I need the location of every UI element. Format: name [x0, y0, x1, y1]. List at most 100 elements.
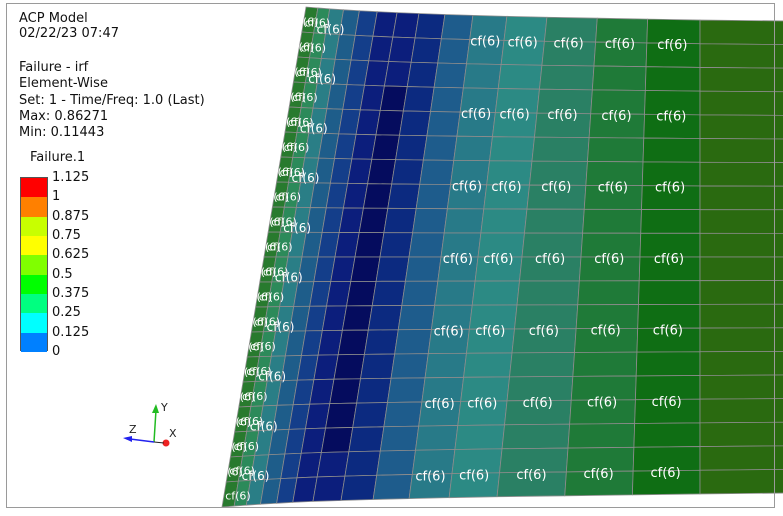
mesh-element[interactable] [699, 421, 783, 447]
mesh-element[interactable] [412, 208, 448, 234]
mesh-element[interactable] [360, 353, 396, 380]
mesh-element[interactable] [354, 232, 385, 258]
mesh-element[interactable] [640, 209, 701, 234]
mesh-element[interactable] [572, 351, 638, 377]
mesh-element[interactable] [433, 62, 467, 89]
mesh-element[interactable] [329, 378, 361, 405]
mesh-element[interactable] [388, 36, 416, 63]
mesh-element[interactable] [312, 475, 346, 502]
mesh-element[interactable] [333, 353, 365, 380]
mesh-element[interactable] [406, 61, 439, 88]
mesh-element[interactable] [383, 207, 417, 234]
mesh-element[interactable] [471, 280, 520, 306]
mesh-element[interactable] [440, 14, 474, 40]
mesh-element[interactable] [367, 305, 403, 331]
mesh-element[interactable] [415, 425, 459, 451]
mesh-element[interactable] [401, 280, 439, 306]
mesh-element[interactable] [391, 159, 424, 185]
mesh-element[interactable] [363, 329, 399, 355]
mesh-element[interactable] [567, 423, 636, 449]
mesh-element[interactable] [371, 280, 406, 307]
mesh-element[interactable] [516, 280, 580, 306]
mesh-element[interactable] [362, 183, 393, 209]
mesh-element[interactable] [346, 280, 377, 307]
mesh-element[interactable] [591, 65, 647, 91]
mesh-element[interactable] [367, 158, 397, 185]
mesh-element[interactable] [699, 303, 783, 329]
mesh-element[interactable] [699, 445, 783, 471]
mesh-element[interactable] [699, 280, 783, 305]
mesh-element[interactable] [635, 351, 701, 377]
mesh-element[interactable] [699, 256, 783, 282]
mesh-element[interactable] [699, 138, 783, 163]
mesh-element[interactable] [402, 86, 435, 112]
mesh-element[interactable] [320, 427, 354, 453]
mesh-element[interactable] [414, 13, 446, 40]
mesh-element[interactable] [462, 63, 502, 89]
mesh-element[interactable] [699, 185, 783, 211]
mesh-element[interactable] [577, 280, 640, 306]
mesh-element[interactable] [352, 402, 388, 428]
mesh-element[interactable] [399, 110, 431, 137]
mesh-element[interactable] [699, 398, 783, 424]
mesh-element[interactable] [379, 232, 414, 258]
mesh-element[interactable] [430, 86, 464, 113]
mesh-element[interactable] [699, 43, 783, 69]
mesh-element[interactable] [699, 90, 783, 116]
mesh-element[interactable] [454, 424, 505, 450]
mesh-element[interactable] [387, 183, 421, 209]
mesh-element[interactable] [394, 329, 432, 355]
mesh-element[interactable] [424, 352, 467, 379]
mesh-element[interactable] [392, 12, 420, 39]
mesh-element[interactable] [344, 450, 381, 477]
mesh-element[interactable] [699, 232, 783, 258]
mesh-element[interactable] [699, 67, 783, 93]
mesh-element[interactable] [524, 208, 585, 234]
mesh-element[interactable] [383, 61, 412, 87]
mesh-element[interactable] [379, 85, 408, 112]
mesh-element[interactable] [350, 256, 381, 282]
mesh-element[interactable] [426, 111, 461, 137]
mesh-element[interactable] [397, 304, 436, 331]
mesh-element[interactable] [434, 280, 476, 306]
mesh-element[interactable] [379, 425, 420, 452]
mesh-element[interactable] [463, 352, 513, 378]
mesh-element[interactable] [371, 134, 400, 161]
mesh-element[interactable] [372, 474, 413, 500]
mesh-element[interactable] [419, 159, 455, 185]
mesh-element[interactable] [699, 161, 783, 187]
mesh-element[interactable] [383, 401, 423, 428]
mesh-element[interactable] [644, 66, 701, 92]
mesh-element[interactable] [539, 64, 595, 91]
mesh-element[interactable] [489, 136, 535, 162]
mesh-element[interactable] [501, 423, 571, 450]
mesh-element[interactable] [410, 37, 442, 64]
mesh-element[interactable] [497, 64, 543, 90]
mesh-element[interactable] [375, 109, 404, 136]
mesh-element[interactable] [699, 374, 783, 400]
mesh-element[interactable] [386, 377, 426, 403]
mesh-element[interactable] [582, 208, 642, 234]
mesh-element[interactable] [404, 256, 442, 282]
mesh-element[interactable] [337, 329, 369, 356]
mesh-element[interactable] [699, 114, 783, 140]
mesh-element[interactable] [348, 426, 385, 453]
mesh-element[interactable] [356, 377, 392, 404]
mesh-element[interactable] [376, 449, 416, 476]
mesh-element[interactable] [390, 353, 429, 379]
mesh-element[interactable] [453, 135, 493, 162]
mesh-element[interactable] [408, 232, 445, 258]
mesh-element[interactable] [341, 305, 373, 331]
mesh-element[interactable] [340, 474, 378, 501]
mesh-element[interactable] [642, 137, 701, 163]
mesh-element[interactable] [699, 327, 783, 353]
mesh-element[interactable] [699, 19, 783, 45]
mesh-element[interactable] [443, 208, 485, 234]
mesh-element[interactable] [395, 134, 428, 161]
mesh-element[interactable] [531, 136, 590, 162]
mesh-element[interactable] [638, 280, 701, 305]
mesh-element[interactable] [415, 183, 452, 210]
mesh-element[interactable] [699, 469, 783, 495]
